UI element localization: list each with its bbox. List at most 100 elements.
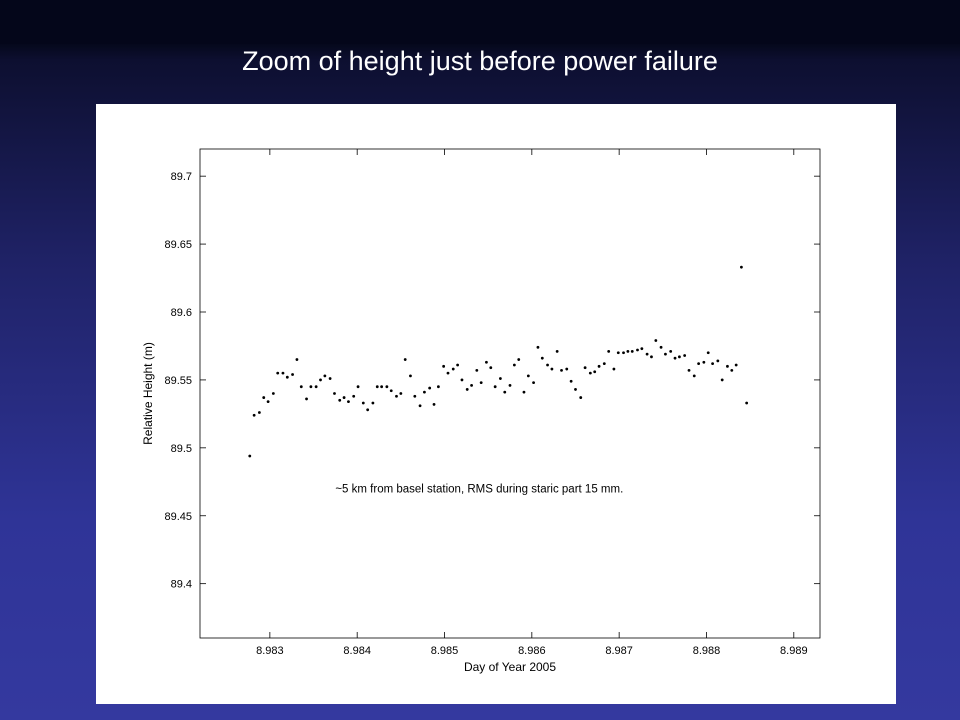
y-tick-label: 89.65 [164, 239, 192, 251]
data-point [409, 374, 412, 378]
data-point [654, 339, 658, 342]
data-point [711, 362, 714, 366]
data-point [597, 364, 601, 368]
data-point [403, 358, 407, 361]
scatter-chart: 8.983 8.984 8.985 8.986 8.987 8.988 8.989 89.4 8… [141, 148, 821, 674]
data-point [271, 392, 275, 395]
data-point [395, 394, 398, 398]
data-point [569, 379, 573, 383]
data-point [285, 375, 289, 379]
data-point [485, 360, 488, 364]
data-point [687, 369, 691, 372]
data-point [716, 359, 720, 363]
data-point [636, 348, 639, 352]
data-point [371, 401, 375, 405]
data-point [305, 397, 308, 401]
data-point [266, 400, 270, 404]
y-tick-label: 89.5 [171, 443, 192, 455]
data-point [281, 371, 285, 375]
x-tick-label: 8.986 [518, 645, 546, 657]
data-point [262, 396, 266, 399]
data-point [436, 385, 440, 389]
data-point [423, 390, 426, 394]
x-tick-label: 8.989 [780, 645, 808, 657]
data-point [593, 370, 597, 374]
data-point [498, 377, 502, 380]
data-point [380, 385, 384, 389]
data-point [460, 378, 464, 382]
data-point [295, 358, 299, 361]
data-point [588, 371, 592, 375]
data-point [734, 363, 738, 367]
data-point [517, 358, 521, 361]
y-tick-label: 89.55 [164, 375, 192, 387]
data-point [356, 385, 360, 389]
data-point [333, 392, 336, 395]
data-point [697, 362, 701, 366]
data-point [579, 396, 583, 399]
data-point [352, 394, 356, 398]
data-point [532, 381, 535, 385]
data-point [583, 366, 587, 370]
data-point [428, 386, 432, 390]
data-point [650, 355, 653, 359]
data-point [432, 402, 436, 406]
data-point [745, 401, 749, 405]
data-point [630, 349, 634, 353]
data-point [602, 362, 606, 366]
data-point [726, 364, 729, 368]
data-point [626, 349, 630, 353]
data-point [740, 265, 743, 269]
data-point [503, 390, 507, 394]
data-point [730, 369, 734, 372]
slide-title: Zoom of height just before power failure [242, 46, 718, 76]
data-point [616, 351, 620, 355]
data-point [622, 351, 625, 355]
plot-frame [199, 148, 821, 639]
data-point [361, 401, 365, 405]
data-point [565, 367, 569, 371]
data-point [560, 369, 563, 372]
data-point [683, 354, 687, 357]
data-point [702, 360, 706, 364]
x-tick-label: 8.988 [693, 645, 721, 657]
data-point [342, 396, 346, 399]
data-point [607, 349, 611, 353]
data-point [252, 413, 256, 417]
data-point [555, 349, 559, 353]
data-point [366, 408, 370, 412]
y-axis-label: Relative Height (m) [141, 342, 155, 445]
data-point [664, 352, 667, 356]
data-point [692, 374, 696, 378]
data-point [720, 378, 724, 382]
data-point [493, 385, 497, 389]
data-point [659, 345, 663, 349]
data-point [328, 377, 332, 380]
data-point [451, 367, 455, 371]
data-point [550, 367, 554, 371]
data-point [546, 363, 549, 367]
data-point [669, 349, 673, 353]
data-point [276, 371, 280, 375]
data-point [465, 388, 469, 391]
data-point [673, 356, 677, 360]
x-axis-label: Day of Year 2005 [464, 660, 556, 674]
data-point [299, 385, 303, 389]
y-tick-label: 89.7 [171, 171, 192, 183]
data-point [323, 374, 327, 378]
data-point [347, 400, 350, 404]
data-point [706, 351, 710, 355]
data-point [645, 352, 649, 356]
x-tick-label: 8.984 [343, 645, 371, 657]
data-point [512, 363, 516, 367]
data-point [475, 369, 479, 372]
y-tick-label: 89.6 [171, 307, 192, 319]
data-point [389, 389, 393, 393]
data-point [640, 347, 644, 351]
data-point [442, 364, 446, 368]
slide-top-bar [0, 0, 960, 44]
data-point [413, 394, 417, 398]
x-tick-label: 8.987 [605, 645, 633, 657]
data-point [678, 355, 681, 359]
data-point [522, 390, 526, 394]
